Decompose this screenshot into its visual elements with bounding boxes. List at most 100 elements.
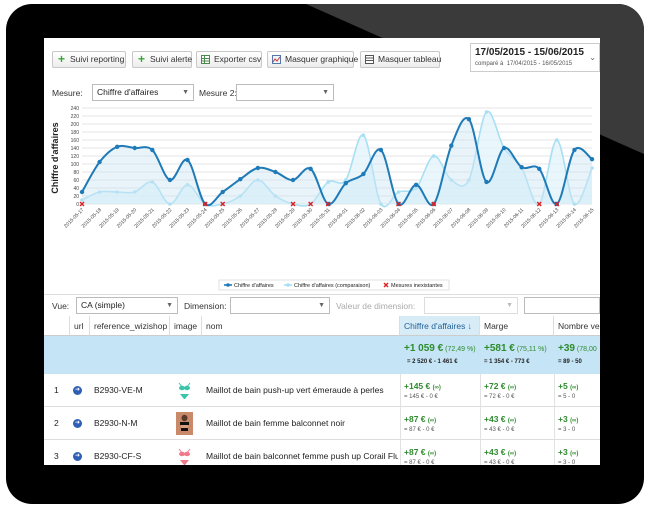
missing-marker-icon <box>290 201 296 207</box>
dimension-select[interactable]: ▼ <box>230 297 330 314</box>
vue-row: Vue: CA (simple) ▼ Dimension: ▼ Valeur d… <box>44 294 600 314</box>
arrow-right-icon[interactable]: ➜ <box>73 386 82 395</box>
col-divider <box>400 440 401 465</box>
product-thumbnail[interactable] <box>176 445 193 465</box>
comparison-point <box>256 178 260 182</box>
col-header-image[interactable]: image <box>170 316 202 336</box>
row-marge-pct: (∞) <box>507 385 517 391</box>
comparison-point <box>185 183 190 187</box>
row-marge: +43 € (∞) <box>484 414 516 424</box>
col-header-nombre-ventes[interactable]: Nombre ver <box>554 316 600 336</box>
date-range-picker[interactable]: 17/05/2015 - 15/06/2015 comparé à 17/04/… <box>470 43 600 72</box>
col-header-chiffre-affaires[interactable]: Chiffre d'affaires ↓ <box>400 316 480 336</box>
missing-marker-icon <box>308 201 314 207</box>
masquer-graphique-button[interactable]: Masquer graphique <box>267 51 358 68</box>
legend-swatch-dot <box>286 283 290 287</box>
totals-row: +1 059 € (72,49 %) = 2 520 € - 1 461 € +… <box>44 336 600 374</box>
row-nb: +3 (∞) <box>558 414 578 424</box>
suivi-reporting-label: Suivi reporting <box>70 54 125 64</box>
main-area <box>82 118 592 206</box>
col-divider <box>554 407 555 440</box>
comparison-point <box>590 166 594 170</box>
data-point <box>79 189 85 195</box>
comparison-point <box>449 178 454 182</box>
col-divider <box>480 374 481 407</box>
suivi-reporting-button[interactable]: + Suivi reporting <box>52 51 126 68</box>
chevron-down-icon: ▼ <box>322 89 329 96</box>
y-tick-label: 160 <box>71 138 80 144</box>
legend-swatch-dot <box>226 283 230 287</box>
filter-input[interactable] <box>524 297 600 314</box>
row-nb-value: +3 <box>558 414 568 424</box>
comparison-point <box>414 186 418 190</box>
col-header-reference[interactable]: reference_wizishop <box>90 316 170 336</box>
chevron-down-icon: ⌄ <box>589 53 596 62</box>
missing-marker-icon <box>431 201 437 207</box>
col-header-url[interactable]: url <box>70 316 90 336</box>
chart: 0 20 40 60 80 100 120 140 160 180 200 220 240 Chiffre… <box>44 104 600 292</box>
compare-range: 17/04/2015 - 16/05/2015 <box>506 61 573 67</box>
data-point <box>150 147 155 153</box>
row-nom: Maillot de bain push-up vert émeraude à … <box>206 385 384 395</box>
row-ca-pct: (∞) <box>427 451 437 457</box>
product-thumbnail[interactable] <box>176 379 193 402</box>
data-point <box>220 189 225 195</box>
arrow-right-icon[interactable]: ➜ <box>73 419 82 428</box>
comparison-point <box>273 194 278 198</box>
toolbar: + Suivi reporting + Suivi alerte Exporte… <box>44 38 600 80</box>
row-marge-pct: (∞) <box>507 451 517 457</box>
arrow-right-icon[interactable]: ➜ <box>73 452 82 461</box>
row-index: 1 <box>54 385 59 395</box>
row-marge-value: +72 € <box>484 381 506 391</box>
data-point <box>537 166 542 171</box>
col-header-nom[interactable]: nom <box>202 316 400 336</box>
data-point <box>501 145 507 151</box>
suivi-alerte-button[interactable]: + Suivi alerte <box>132 51 192 68</box>
comparison-point <box>484 110 489 114</box>
valeur-dimension-label: Valeur de dimension: <box>336 301 416 311</box>
dimension-label: Dimension: <box>184 301 227 311</box>
row-nb-sub: = 3 - 0 <box>558 460 576 465</box>
row-ca-value: +87 € <box>404 447 426 457</box>
row-marge: +72 € (∞) <box>484 381 516 391</box>
table-row[interactable]: 2 ➜ B2930-N-M Maillot de bain femme balconn… <box>44 407 600 440</box>
comparison-point <box>396 190 401 194</box>
data-point <box>378 147 384 153</box>
missing-marker-icon <box>220 201 226 207</box>
vue-value: CA (simple) <box>81 300 125 310</box>
mesure-select[interactable]: Chiffre d'affaires ▼ <box>92 84 194 101</box>
total-marge-sub: = 1 354 € - 773 € <box>484 359 530 365</box>
col-divider <box>400 407 401 440</box>
exporter-csv-button[interactable]: Exporter csv <box>196 51 262 68</box>
valeur-dimension-select[interactable]: ▼ <box>424 297 518 314</box>
col-header-marge[interactable]: Marge <box>480 316 554 336</box>
date-range: 17/05/2015 - 15/06/2015 <box>475 47 584 58</box>
data-point <box>343 181 348 186</box>
mesure-row: Mesure: Chiffre d'affaires ▼ Mesure 2: ▼ <box>44 82 600 102</box>
table-row[interactable]: 3 ➜ B2930-CF-S Maillot de bain balconnet fe… <box>44 440 600 465</box>
row-nb-sub: = 3 - 0 <box>558 427 576 433</box>
comparison-area <box>82 111 592 207</box>
y-tick-label: 200 <box>71 122 80 128</box>
vue-select[interactable]: CA (simple) ▼ <box>76 297 178 314</box>
data-point <box>290 177 296 183</box>
chevron-down-icon: ▼ <box>506 302 513 309</box>
row-reference: B2930-CF-S <box>94 451 142 461</box>
row-nb-pct: (∞) <box>570 385 579 391</box>
data-point <box>589 157 595 162</box>
data-point <box>238 177 243 182</box>
mesure-label: Mesure: <box>52 88 83 98</box>
y-tick-label: 0 <box>76 202 79 208</box>
comparison-point <box>361 133 366 137</box>
masquer-tableau-button[interactable]: Masquer tableau <box>360 51 441 68</box>
mesure2-select[interactable]: ▼ <box>236 84 334 101</box>
table-row[interactable]: 1 ➜ B2930-VE-M Maillot de bain push-up vert… <box>44 374 600 407</box>
data-point <box>255 165 261 171</box>
suivi-alerte-label: Suivi alerte <box>150 54 193 64</box>
comparison-point <box>80 198 84 202</box>
plus-icon: + <box>57 52 65 66</box>
product-thumbnail[interactable] <box>176 412 193 435</box>
legend-label-missing: Mesures inexistantes <box>391 283 443 289</box>
missing-marker-icon <box>325 201 331 207</box>
total-nb: +39 (78,00 <box>558 343 597 354</box>
